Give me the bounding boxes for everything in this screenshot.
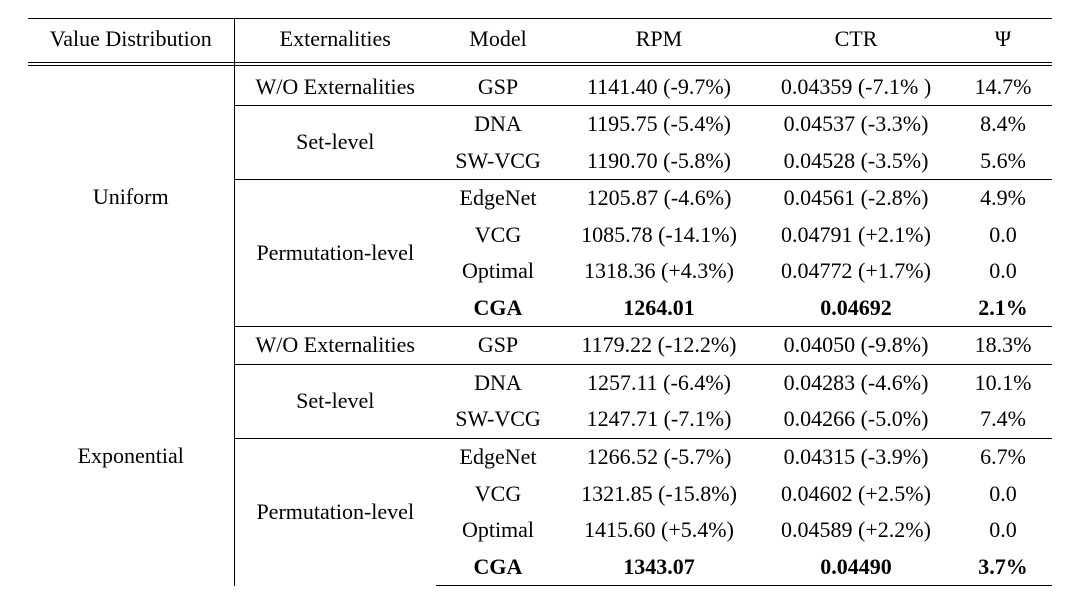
rpm-cell: 1195.75 (-5.4%) bbox=[560, 106, 758, 143]
ctr-cell: 0.04528 (-3.5%) bbox=[758, 143, 954, 180]
psi-cell: 2.1% bbox=[954, 290, 1052, 327]
table-wrapper: Value Distribution Externalities Model R… bbox=[0, 0, 1080, 596]
ctr-cell: 0.04602 (+2.5%) bbox=[758, 476, 954, 513]
ctr-cell: 0.04561 (-2.8%) bbox=[758, 180, 954, 217]
ctr-cell: 0.04315 (-3.9%) bbox=[758, 439, 954, 476]
psi-cell: 18.3% bbox=[954, 327, 1052, 365]
rpm-cell: 1085.78 (-14.1%) bbox=[560, 217, 758, 254]
psi-cell: 5.6% bbox=[954, 143, 1052, 180]
ctr-cell: 0.04772 (+1.7%) bbox=[758, 253, 954, 290]
model-cell: GSP bbox=[436, 62, 560, 106]
col-header-rpm: RPM bbox=[560, 19, 758, 63]
psi-cell: 4.9% bbox=[954, 180, 1052, 217]
col-header-model: Model bbox=[436, 19, 560, 63]
rpm-cell: 1190.70 (-5.8%) bbox=[560, 143, 758, 180]
psi-cell: 10.1% bbox=[954, 364, 1052, 401]
table-row: ExponentialW/O ExternalitiesGSP1179.22 (… bbox=[28, 327, 1052, 365]
model-cell: EdgeNet bbox=[436, 439, 560, 476]
model-cell: GSP bbox=[436, 327, 560, 365]
psi-cell: 8.4% bbox=[954, 106, 1052, 143]
ctr-cell: 0.04791 (+2.1%) bbox=[758, 217, 954, 254]
psi-cell: 6.7% bbox=[954, 439, 1052, 476]
ctr-cell: 0.04283 (-4.6%) bbox=[758, 364, 954, 401]
rpm-cell: 1247.71 (-7.1%) bbox=[560, 401, 758, 438]
psi-cell: 0.0 bbox=[954, 512, 1052, 549]
col-header-value-distribution: Value Distribution bbox=[28, 19, 234, 63]
ctr-cell: 0.04589 (+2.2%) bbox=[758, 512, 954, 549]
value-distribution-cell: Uniform bbox=[28, 62, 234, 327]
psi-cell: 14.7% bbox=[954, 62, 1052, 106]
model-cell: EdgeNet bbox=[436, 180, 560, 217]
ctr-cell: 0.04359 (-7.1% ) bbox=[758, 62, 954, 106]
rpm-cell: 1205.87 (-4.6%) bbox=[560, 180, 758, 217]
rpm-cell: 1141.40 (-9.7%) bbox=[560, 62, 758, 106]
rpm-cell: 1318.36 (+4.3%) bbox=[560, 253, 758, 290]
rpm-cell: 1264.01 bbox=[560, 290, 758, 327]
rpm-cell: 1266.52 (-5.7%) bbox=[560, 439, 758, 476]
externalities-cell: Permutation-level bbox=[234, 439, 436, 586]
ctr-cell: 0.04490 bbox=[758, 549, 954, 586]
model-cell: CGA bbox=[436, 290, 560, 327]
results-table: Value Distribution Externalities Model R… bbox=[28, 18, 1052, 586]
model-cell: DNA bbox=[436, 106, 560, 143]
externalities-cell: Permutation-level bbox=[234, 180, 436, 327]
model-cell: VCG bbox=[436, 476, 560, 513]
rpm-cell: 1321.85 (-15.8%) bbox=[560, 476, 758, 513]
table-row: UniformW/O ExternalitiesGSP1141.40 (-9.7… bbox=[28, 62, 1052, 106]
model-cell: Optimal bbox=[436, 512, 560, 549]
model-cell: CGA bbox=[436, 549, 560, 586]
rpm-cell: 1257.11 (-6.4%) bbox=[560, 364, 758, 401]
ctr-cell: 0.04266 (-5.0%) bbox=[758, 401, 954, 438]
model-cell: Optimal bbox=[436, 253, 560, 290]
col-header-psi: Ψ bbox=[954, 19, 1052, 63]
model-cell: SW-VCG bbox=[436, 143, 560, 180]
model-cell: VCG bbox=[436, 217, 560, 254]
ctr-cell: 0.04537 (-3.3%) bbox=[758, 106, 954, 143]
table-header-row: Value Distribution Externalities Model R… bbox=[28, 19, 1052, 63]
externalities-cell: W/O Externalities bbox=[234, 327, 436, 365]
psi-cell: 7.4% bbox=[954, 401, 1052, 438]
psi-cell: 0.0 bbox=[954, 253, 1052, 290]
col-header-externalities: Externalities bbox=[234, 19, 436, 63]
psi-cell: 0.0 bbox=[954, 217, 1052, 254]
col-header-ctr: CTR bbox=[758, 19, 954, 63]
psi-cell: 0.0 bbox=[954, 476, 1052, 513]
model-cell: SW-VCG bbox=[436, 401, 560, 438]
rpm-cell: 1415.60 (+5.4%) bbox=[560, 512, 758, 549]
rpm-cell: 1179.22 (-12.2%) bbox=[560, 327, 758, 365]
ctr-cell: 0.04050 (-9.8%) bbox=[758, 327, 954, 365]
model-cell: DNA bbox=[436, 364, 560, 401]
externalities-cell: Set-level bbox=[234, 106, 436, 180]
externalities-cell: Set-level bbox=[234, 364, 436, 438]
psi-cell: 3.7% bbox=[954, 549, 1052, 586]
rpm-cell: 1343.07 bbox=[560, 549, 758, 586]
ctr-cell: 0.04692 bbox=[758, 290, 954, 327]
table-body: UniformW/O ExternalitiesGSP1141.40 (-9.7… bbox=[28, 62, 1052, 586]
value-distribution-cell: Exponential bbox=[28, 327, 234, 586]
externalities-cell: W/O Externalities bbox=[234, 62, 436, 106]
